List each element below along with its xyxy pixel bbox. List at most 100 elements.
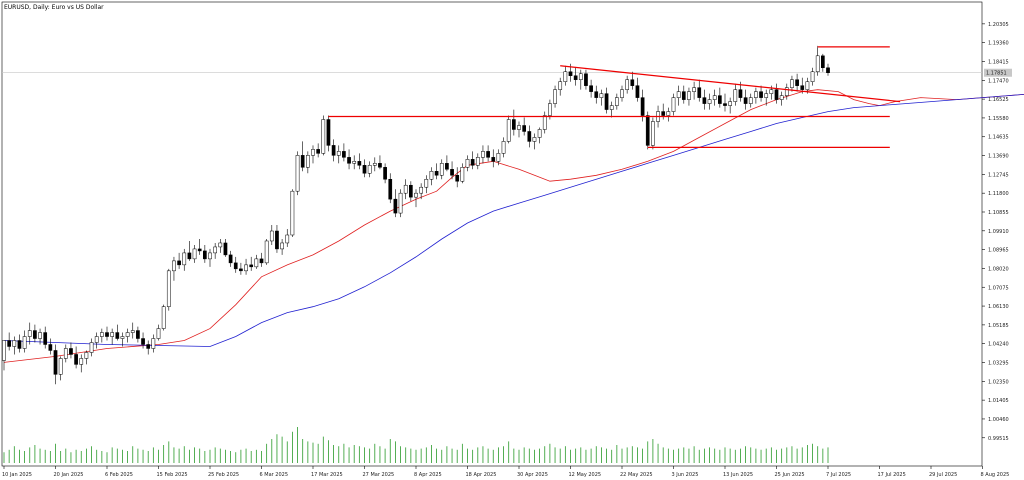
candle-body-up [182,252,187,266]
candle [233,256,238,273]
x-tick-label: 30 Apr 2025 [517,472,548,478]
plot-frame [1,1,983,467]
candle [764,89,769,106]
candle [666,107,671,122]
candle-body-up [269,230,274,242]
candle-body-up [558,81,563,90]
candle-body-up [475,157,480,166]
candle [501,137,506,158]
candle-body-up [58,358,63,375]
candle [342,143,346,162]
candle [748,93,753,108]
candle [759,85,763,102]
candle [254,254,259,269]
candle-body-up [687,91,691,100]
candle [779,91,784,106]
candle [146,340,151,355]
candle-body-down [795,79,799,86]
y-tick-label: 1.19360 [988,41,1009,47]
candle-body-down [33,330,37,339]
candle-body-down [388,178,393,200]
candle [445,155,449,172]
candle [517,121,521,138]
candle [311,145,315,164]
candle-body-up [609,105,614,110]
volume-layer [3,427,829,463]
candle-body-up [666,111,671,116]
grid-layer [1,1,983,467]
candle [450,161,454,180]
x-tick-label: 6 Feb 2025 [105,472,133,478]
candle-body-up [27,330,32,337]
candle-body-down [573,75,578,80]
candle-body-down [635,85,640,98]
candle-body-up [563,71,568,82]
candle [378,155,382,170]
candle-body-up [311,149,315,156]
candle-body-up [506,119,511,142]
candle [347,149,351,170]
x-tick-label: 25 Feb 2025 [208,472,239,478]
candle [718,87,722,108]
y-tick-label: 1.03295 [988,361,1009,367]
y-tick-label: 1.13690 [988,154,1009,160]
candle [285,229,290,247]
current-price-label: 1.17851 [986,71,1007,77]
candle-body-down [177,260,181,266]
candle [455,167,460,188]
candle-body-down [357,161,362,166]
candle-body-down [661,111,666,116]
candle-body-down [718,95,722,104]
candle [398,189,403,218]
x-tick-label: 13 Jun 2025 [723,472,753,478]
candle [177,252,181,269]
x-tick-label: 20 Jan 2025 [54,472,84,478]
candle-body-up [733,89,738,102]
candle [94,332,99,349]
candle [43,326,48,349]
candle [2,340,6,371]
candle-body-down [228,254,233,264]
ma-slow-line [3,93,1024,347]
candle-body-up [372,163,377,166]
candle-body-down [223,242,228,256]
x-tick-label: 8 Apr 2025 [414,472,442,478]
candle [367,161,372,178]
x-tick-label: 17 Mar 2025 [311,472,343,478]
candle [383,163,387,184]
candle-body-down [105,332,109,337]
candle [7,332,12,351]
candle-body-up [218,242,223,248]
candle-body-up [465,159,470,168]
candle-body-down [470,159,475,166]
candle [635,77,640,102]
candle-body-up [295,155,300,192]
candle [743,89,748,110]
x-tick-label: 17 Jul 2025 [878,472,906,478]
y-tick-label: 1.15580 [988,116,1009,122]
candle [192,244,197,263]
candle-body-down [141,338,145,345]
candle [522,117,526,136]
y-tick-label: 1.16525 [988,97,1009,103]
candle [821,53,825,72]
candle-body-down [7,340,12,347]
candle-body-down [239,268,243,272]
candle [491,149,496,168]
candle-body-down [568,71,573,76]
candle-body-down [249,264,254,268]
candle [300,141,305,172]
candle-body-up [172,260,176,272]
candle [774,83,779,104]
candle-body-up [784,87,789,96]
candle-body-down [759,91,763,98]
candle-body-down [723,103,727,106]
candle [105,326,109,341]
candle-body-down [203,250,207,260]
candle [290,189,295,237]
candle-body-up [403,184,408,194]
candle [352,155,357,170]
candle-body-up [429,171,434,180]
